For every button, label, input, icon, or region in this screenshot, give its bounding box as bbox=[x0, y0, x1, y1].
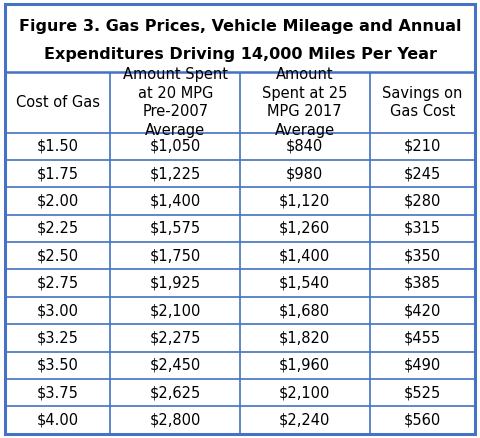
Text: $2,800: $2,800 bbox=[149, 413, 201, 427]
Text: $3.25: $3.25 bbox=[36, 330, 79, 346]
Text: $2,240: $2,240 bbox=[279, 413, 331, 427]
Text: $1,820: $1,820 bbox=[279, 330, 330, 346]
Text: $315: $315 bbox=[404, 221, 441, 236]
Text: Amount
Spent at 25
MPG 2017
Average: Amount Spent at 25 MPG 2017 Average bbox=[262, 67, 348, 138]
Text: $280: $280 bbox=[404, 194, 441, 208]
Text: $1,960: $1,960 bbox=[279, 358, 330, 373]
Text: $1,925: $1,925 bbox=[150, 276, 201, 291]
Text: $2,275: $2,275 bbox=[149, 330, 201, 346]
Text: Cost of Gas: Cost of Gas bbox=[15, 95, 100, 110]
Text: $1,050: $1,050 bbox=[150, 139, 201, 154]
Text: $210: $210 bbox=[404, 139, 441, 154]
Text: $980: $980 bbox=[286, 166, 324, 181]
Text: $1,120: $1,120 bbox=[279, 194, 330, 208]
Text: $2,100: $2,100 bbox=[279, 385, 331, 400]
Text: $385: $385 bbox=[404, 276, 441, 291]
Text: Figure 3. Gas Prices, Vehicle Mileage and Annual: Figure 3. Gas Prices, Vehicle Mileage an… bbox=[19, 18, 461, 34]
Text: $840: $840 bbox=[286, 139, 324, 154]
FancyBboxPatch shape bbox=[5, 4, 475, 434]
Text: $525: $525 bbox=[404, 385, 441, 400]
Text: $1.50: $1.50 bbox=[36, 139, 79, 154]
Text: $2.75: $2.75 bbox=[36, 276, 79, 291]
Text: $490: $490 bbox=[404, 358, 441, 373]
Text: $1,400: $1,400 bbox=[150, 194, 201, 208]
Text: $560: $560 bbox=[404, 413, 441, 427]
Text: $1,400: $1,400 bbox=[279, 248, 330, 263]
Text: $2,100: $2,100 bbox=[149, 303, 201, 318]
Text: Savings on
Gas Cost: Savings on Gas Cost bbox=[382, 86, 463, 119]
Text: Amount Spent
at 20 MPG
Pre-2007
Average: Amount Spent at 20 MPG Pre-2007 Average bbox=[123, 67, 228, 138]
Text: $3.00: $3.00 bbox=[36, 303, 79, 318]
Text: $350: $350 bbox=[404, 248, 441, 263]
Text: $1,680: $1,680 bbox=[279, 303, 330, 318]
Text: $3.50: $3.50 bbox=[36, 358, 79, 373]
Text: $3.75: $3.75 bbox=[36, 385, 79, 400]
Text: $2.50: $2.50 bbox=[36, 248, 79, 263]
Text: $245: $245 bbox=[404, 166, 441, 181]
Text: $420: $420 bbox=[404, 303, 441, 318]
Text: $1,225: $1,225 bbox=[150, 166, 201, 181]
Text: $2.25: $2.25 bbox=[36, 221, 79, 236]
Text: $1,750: $1,750 bbox=[150, 248, 201, 263]
Text: $1,575: $1,575 bbox=[150, 221, 201, 236]
Text: $1,540: $1,540 bbox=[279, 276, 330, 291]
Text: $2,625: $2,625 bbox=[150, 385, 201, 400]
Text: $2,450: $2,450 bbox=[150, 358, 201, 373]
Text: $1,260: $1,260 bbox=[279, 221, 330, 236]
Text: $1.75: $1.75 bbox=[36, 166, 79, 181]
Text: $2.00: $2.00 bbox=[36, 194, 79, 208]
Text: $4.00: $4.00 bbox=[36, 413, 79, 427]
Text: $455: $455 bbox=[404, 330, 441, 346]
Text: Expenditures Driving 14,000 Miles Per Year: Expenditures Driving 14,000 Miles Per Ye… bbox=[44, 47, 436, 63]
